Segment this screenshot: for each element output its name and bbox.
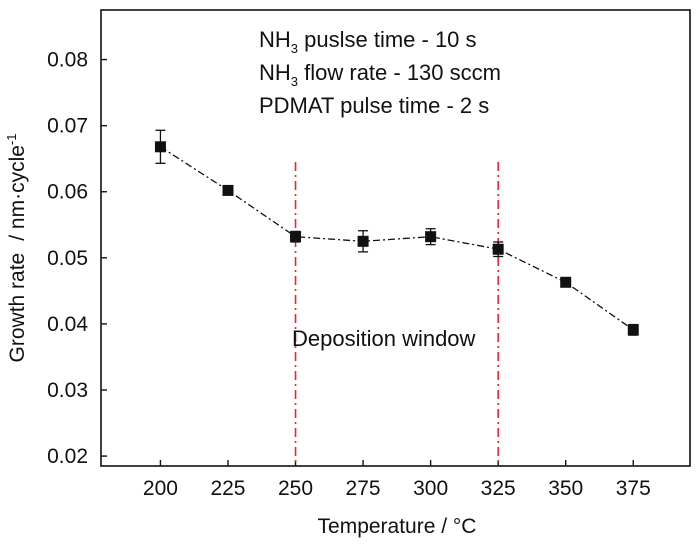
x-tick-label-300: 300: [413, 477, 448, 500]
x-axis-title: Temperature / °C: [318, 515, 477, 538]
data-point-350: [560, 276, 572, 288]
annotation-pdmat-pulse-time: PDMAT pulse time - 2 s: [259, 93, 489, 118]
x-tick-label-350: 350: [548, 477, 583, 500]
y-tick-label-4: 0.06: [47, 181, 88, 204]
data-point-225: [222, 184, 234, 196]
y-axis-title: Growth rate / nm·cycle-1: [4, 134, 29, 363]
y-axis-title-unit-sup: -1: [4, 134, 19, 146]
annotation-nh3-pulse-time: NH3 puslse time - 10 s: [259, 27, 477, 56]
deposition-window-label: Deposition window: [292, 326, 476, 351]
x-tick-label-325: 325: [481, 477, 516, 500]
y-tick-label-0: 0.02: [47, 445, 88, 468]
data-point-200: [154, 141, 166, 153]
data-point-300: [425, 231, 437, 243]
y-tick-label-3: 0.05: [47, 247, 88, 270]
y-tick-label-2: 0.04: [47, 313, 88, 336]
y-tick-label-1: 0.03: [47, 379, 88, 402]
data-point-275: [357, 235, 369, 247]
annotation-nh3-flow-rate: NH3 flow rate - 130 sccm: [259, 60, 501, 89]
y-axis-title-unit: / nm·cycle: [6, 145, 29, 241]
data-point-250: [290, 231, 302, 243]
series-0-line: [160, 146, 634, 331]
x-tick-label-200: 200: [143, 477, 178, 500]
y-axis-title-main: Growth rate: [6, 253, 29, 363]
x-tick-label-375: 375: [616, 477, 651, 500]
data-point-325: [492, 243, 504, 255]
y-tick-label-6: 0.08: [47, 49, 88, 72]
data-point-375: [627, 324, 639, 336]
y-tick-label-5: 0.07: [47, 115, 88, 138]
x-tick-label-250: 250: [278, 477, 313, 500]
plot-frame: [100, 9, 691, 467]
x-tick-label-275: 275: [346, 477, 381, 500]
x-tick-label-225: 225: [210, 477, 245, 500]
